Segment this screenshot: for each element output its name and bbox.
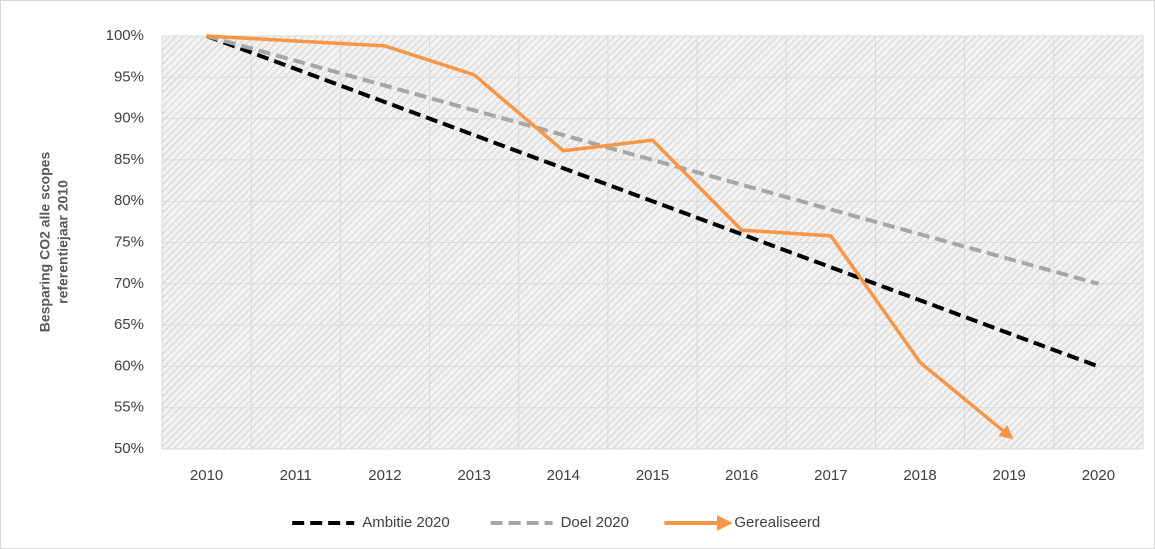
x-tick-label: 2020	[1082, 467, 1115, 484]
series-line	[206, 34, 1014, 440]
x-tick-label: 2013	[457, 467, 490, 484]
series-line	[205, 34, 1100, 369]
y-tick-label: 70%	[114, 275, 144, 292]
x-tick-label: 2010	[190, 467, 223, 484]
x-tick-label: 2017	[814, 467, 847, 484]
y-tick-label: 60%	[114, 357, 144, 374]
y-tick-label: 85%	[114, 151, 144, 168]
y-tick-label: 80%	[114, 192, 144, 209]
x-tick-label: 2012	[368, 467, 401, 484]
y-axis-label: referentiejaar 2010	[55, 180, 71, 304]
x-tick-label: 2014	[547, 467, 580, 484]
x-tick-label: 2018	[903, 467, 936, 484]
x-tick-label: 2011	[280, 467, 312, 484]
y-tick-label: 50%	[114, 440, 144, 457]
x-tick-label: 2015	[636, 467, 669, 484]
legend-label: Doel 2020	[561, 514, 629, 531]
y-axis-label: Besparing CO2 alle scopes	[37, 152, 53, 333]
series-line	[206, 34, 1099, 286]
y-tick-label: 65%	[114, 316, 144, 333]
legend-label: Gerealiseerd	[734, 514, 820, 531]
y-tick-label: 55%	[114, 399, 144, 416]
x-tick-label: 2016	[725, 467, 758, 484]
x-tick-label: 2019	[993, 467, 1026, 484]
y-tick-label: 95%	[114, 68, 144, 85]
legend-label: Ambitie 2020	[362, 514, 450, 531]
y-tick-label: 75%	[114, 233, 144, 250]
y-tick-label: 90%	[114, 110, 144, 127]
y-tick-label: 100%	[106, 27, 144, 44]
